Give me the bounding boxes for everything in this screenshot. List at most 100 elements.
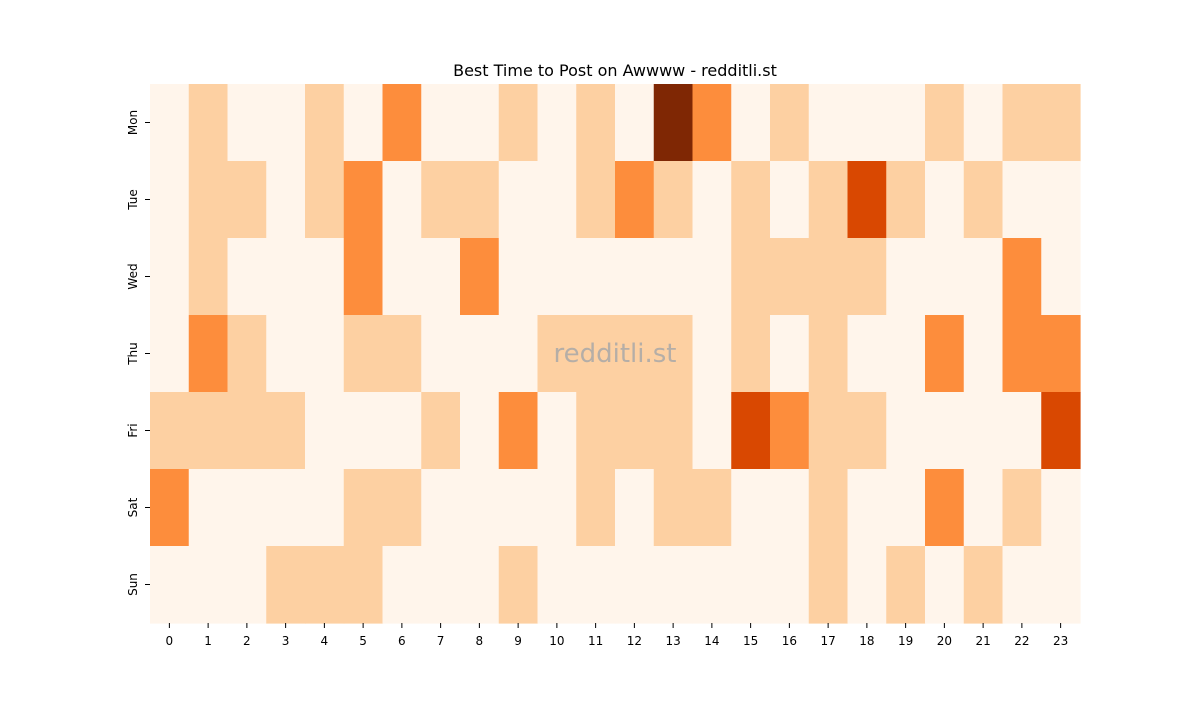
heatmap-cell-fri-9 [498,392,539,470]
heatmap-cell-wed-7 [421,238,461,316]
heatmap-cell-mon-18 [847,84,887,162]
heatmap-cell-sat-5 [343,469,384,547]
heatmap-cell-mon-7 [421,84,461,162]
heatmap-cell-thu-13 [653,315,694,393]
heatmap-cell-thu-9 [498,315,539,393]
heatmap-cell-thu-15 [731,315,771,393]
heatmap-cell-sat-11 [576,469,616,547]
heatmap-cell-fri-3 [266,392,306,470]
x-tick-label: 5 [359,634,367,648]
heatmap-cell-mon-15 [731,84,771,162]
heatmap-cell-sun-13 [653,546,694,624]
heatmap-cell-mon-14 [692,84,732,162]
heatmap-cell-fri-20 [925,392,965,470]
heatmap-cell-mon-16 [770,84,810,162]
heatmap-cell-tue-3 [266,161,306,239]
x-tick-label: 10 [549,634,564,648]
heatmap-cell-sun-10 [537,546,577,624]
heatmap-cell-sat-19 [886,469,926,547]
heatmap-cell-sat-2 [227,469,267,547]
x-tick-label: 14 [704,634,719,648]
heatmap-cell-sat-9 [498,469,539,547]
x-tick-label: 18 [859,634,874,648]
heatmap-cell-fri-2 [227,392,267,470]
heatmap-cell-wed-18 [847,238,887,316]
heatmap-cell-mon-2 [227,84,267,162]
heatmap-cell-fri-13 [653,392,694,470]
y-tick-label: Thu [126,342,140,366]
x-tick-label: 4 [321,634,329,648]
heatmap-cell-sat-14 [692,469,732,547]
heatmap-cell-sat-15 [731,469,771,547]
heatmap-cell-tue-5 [343,161,384,239]
heatmap-cell-sun-15 [731,546,771,624]
heatmap-cell-wed-10 [537,238,577,316]
heatmap-cell-wed-15 [731,238,771,316]
heatmap-cell-thu-21 [963,315,1004,393]
heatmap-cell-sun-9 [498,546,539,624]
x-tick-label: 2 [243,634,251,648]
heatmap-cell-fri-10 [537,392,577,470]
heatmap-cell-wed-17 [808,238,849,316]
x-tick-label: 0 [166,634,174,648]
heatmap-cell-sat-8 [460,469,500,547]
heatmap-cell-sat-20 [925,469,965,547]
x-tick-label: 22 [1014,634,1029,648]
heatmap-cell-thu-16 [770,315,810,393]
x-tick-label: 15 [743,634,758,648]
heatmap-cell-wed-2 [227,238,267,316]
heatmap-cell-mon-6 [382,84,422,162]
heatmap-cell-thu-10 [537,315,577,393]
heatmap-cell-tue-2 [227,161,267,239]
heatmap-cell-tue-7 [421,161,461,239]
heatmap-cell-sun-23 [1041,546,1081,624]
heatmap-cell-sun-0 [150,546,190,624]
heatmap-cell-sun-8 [460,546,500,624]
heatmap-cell-mon-17 [808,84,849,162]
heatmap-cell-fri-12 [615,392,655,470]
chart-title: Best Time to Post on Awwww - redditli.st [453,61,777,80]
heatmap-cell-thu-18 [847,315,887,393]
x-tick-label: 16 [782,634,797,648]
heatmap-cell-mon-5 [343,84,384,162]
heatmap-cell-tue-23 [1041,161,1081,239]
heatmap-cell-sun-14 [692,546,732,624]
heatmap-cell-thu-20 [925,315,965,393]
heatmap-cell-tue-19 [886,161,926,239]
heatmap-cell-fri-4 [305,392,345,470]
heatmap-cell-sun-4 [305,546,345,624]
heatmap-cell-sun-18 [847,546,887,624]
y-tick-label: Sat [126,497,140,517]
heatmap-cell-fri-17 [808,392,849,470]
heatmap-cell-sat-0 [150,469,190,547]
heatmap-cell-tue-0 [150,161,190,239]
x-tick-label: 12 [627,634,642,648]
y-tick-label: Tue [126,189,140,211]
heatmap-cell-sat-1 [188,469,229,547]
heatmap-cell-sun-5 [343,546,384,624]
heatmap-cell-wed-13 [653,238,694,316]
heatmap-cell-sat-6 [382,469,422,547]
heatmap-cell-tue-22 [1002,161,1042,239]
heatmap-cell-mon-9 [498,84,539,162]
heatmap-cell-tue-14 [692,161,732,239]
heatmap-cell-tue-12 [615,161,655,239]
heatmap-cell-mon-13 [653,84,694,162]
heatmap-cell-mon-19 [886,84,926,162]
heatmap-cell-fri-23 [1041,392,1081,470]
heatmap-cell-tue-8 [460,161,500,239]
heatmap-cell-mon-10 [537,84,577,162]
x-tick-label: 3 [282,634,290,648]
y-axis: Mon Tue Wed Thu Fri Sat Sun [126,110,150,596]
x-tick-label: 1 [204,634,212,648]
heatmap-cell-sun-11 [576,546,616,624]
heatmap-cell-sun-3 [266,546,306,624]
heatmap-cell-sat-3 [266,469,306,547]
heatmap-cell-tue-6 [382,161,422,239]
heatmap-cell-wed-11 [576,238,616,316]
heatmap-cell-fri-14 [692,392,732,470]
x-tick-label: 9 [514,634,522,648]
heatmap-cell-mon-3 [266,84,306,162]
heatmap-cell-fri-1 [188,392,229,470]
